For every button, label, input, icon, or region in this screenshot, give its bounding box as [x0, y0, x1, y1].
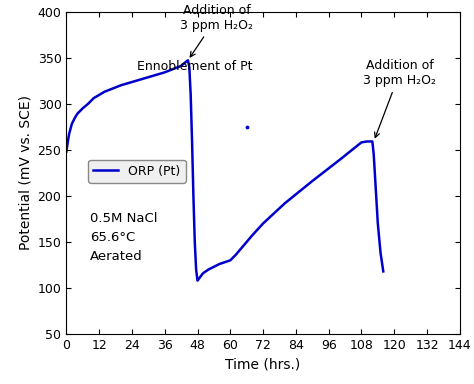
Text: 0.5M NaCl
65.6°C
Aerated: 0.5M NaCl 65.6°C Aerated [90, 212, 157, 263]
X-axis label: Time (hrs.): Time (hrs.) [226, 358, 301, 371]
Y-axis label: Potential (mV vs. SCE): Potential (mV vs. SCE) [18, 95, 32, 250]
Legend: ORP (Pt): ORP (Pt) [88, 160, 186, 183]
Text: Addition of
3 ppm H₂O₂: Addition of 3 ppm H₂O₂ [180, 4, 253, 57]
Text: Ennoblement of Pt: Ennoblement of Pt [137, 60, 253, 73]
Text: Addition of
3 ppm H₂O₂: Addition of 3 ppm H₂O₂ [363, 59, 436, 137]
